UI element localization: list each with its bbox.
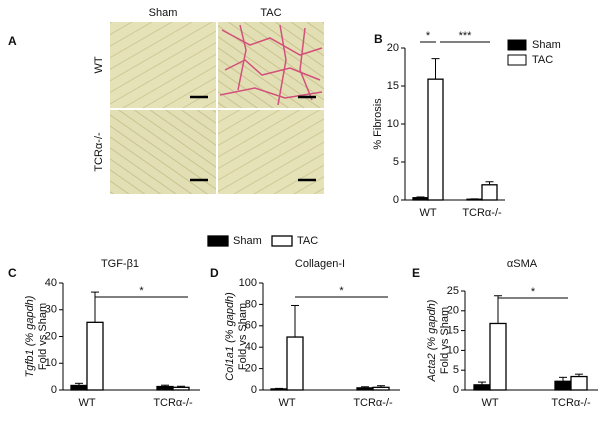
panel-letter: B <box>374 32 383 46</box>
y-tick-label: 10 <box>387 118 399 130</box>
row-label: TCRα-/- <box>93 132 105 172</box>
x-tick-label: TCRα-/- <box>153 397 193 409</box>
y-tick-label: 60 <box>245 320 257 332</box>
x-tick-label: WT <box>78 397 95 409</box>
y-axis-label: Fold vs Sham <box>37 303 49 370</box>
legend-label: Sham <box>532 39 561 51</box>
panel-letter: A <box>8 34 17 48</box>
y-axis-label: % Fibrosis <box>372 98 384 150</box>
y-tick-label: 0 <box>251 384 257 396</box>
significance-label: * <box>139 285 144 297</box>
y-tick-label: 5 <box>453 364 459 376</box>
bar <box>489 322 507 391</box>
y-tick-label: 25 <box>447 285 459 297</box>
bar <box>356 387 374 391</box>
y-tick-label: 0 <box>453 384 459 396</box>
y-tick-label: 5 <box>393 156 399 168</box>
y-tick-label: 15 <box>387 80 399 92</box>
bar <box>427 78 444 201</box>
bar <box>372 386 390 391</box>
y-axis-label: Acta2 (% gapdh) <box>426 299 438 382</box>
column-label: TAC <box>260 7 281 19</box>
bar <box>481 184 498 201</box>
y-axis-label: Col1a1 (% gapdh) <box>224 292 236 381</box>
panel-letter: C <box>8 266 17 280</box>
y-tick-label: 40 <box>245 341 257 353</box>
legend-swatch <box>507 54 527 66</box>
chart-title: Collagen-I <box>295 258 345 270</box>
row-label: WT <box>93 56 105 73</box>
panel-letter: E <box>412 266 420 280</box>
bar <box>156 385 174 391</box>
panel-letter: D <box>210 266 219 280</box>
legend-label: Sham <box>233 235 262 247</box>
scale-bars <box>190 95 316 182</box>
significance-label: * <box>531 286 536 298</box>
column-label: Sham <box>149 7 178 19</box>
x-tick-label: TCRα-/- <box>551 397 591 409</box>
y-axis-label: Tgfb1 (% gapdh) <box>24 295 36 377</box>
legend-label: TAC <box>297 235 318 247</box>
y-tick-label: 40 <box>45 277 57 289</box>
y-tick-label: 80 <box>245 298 257 310</box>
y-tick-label: 20 <box>447 305 459 317</box>
legend-swatch <box>207 235 229 247</box>
y-axis-label: Fold vs Sham <box>237 303 249 370</box>
micrographs: Sham TAC WT TCRα-/- <box>93 7 324 194</box>
micrograph <box>110 110 216 194</box>
y-tick-label: 100 <box>239 277 257 289</box>
x-tick-label: WT <box>419 207 436 219</box>
micrograph <box>218 110 324 194</box>
micrograph <box>110 22 216 108</box>
bar <box>86 321 104 391</box>
y-tick-label: 20 <box>245 363 257 375</box>
chart-title: TGF-β1 <box>101 258 139 270</box>
y-tick-label: 20 <box>45 330 57 342</box>
x-tick-label: TCRα-/- <box>462 207 502 219</box>
y-tick-label: 30 <box>45 304 57 316</box>
bar <box>172 386 190 391</box>
bar <box>412 197 429 201</box>
significance-label: *** <box>459 30 473 42</box>
legend-swatch <box>507 39 527 51</box>
y-axis-label: Fold vs Sham <box>439 307 451 374</box>
fibrosis-stain <box>219 24 323 106</box>
bar <box>570 375 588 391</box>
y-tick-label: 0 <box>393 194 399 206</box>
chart-title: αSMA <box>507 258 538 270</box>
y-tick-label: 10 <box>45 357 57 369</box>
x-tick-label: WT <box>481 397 498 409</box>
bar <box>473 384 491 391</box>
bar <box>466 198 483 201</box>
legend-label: TAC <box>532 54 553 66</box>
x-tick-label: TCRα-/- <box>353 397 393 409</box>
y-tick-label: 0 <box>51 384 57 396</box>
bar <box>270 388 288 391</box>
y-tick-label: 20 <box>387 42 399 54</box>
legend-swatch <box>271 235 293 247</box>
y-tick-label: 15 <box>447 325 459 337</box>
significance-label: * <box>426 30 431 42</box>
x-tick-label: WT <box>278 397 295 409</box>
bar <box>286 336 304 391</box>
bar <box>70 384 88 391</box>
bar <box>554 380 572 391</box>
y-tick-label: 10 <box>447 344 459 356</box>
significance-label: * <box>339 285 344 297</box>
